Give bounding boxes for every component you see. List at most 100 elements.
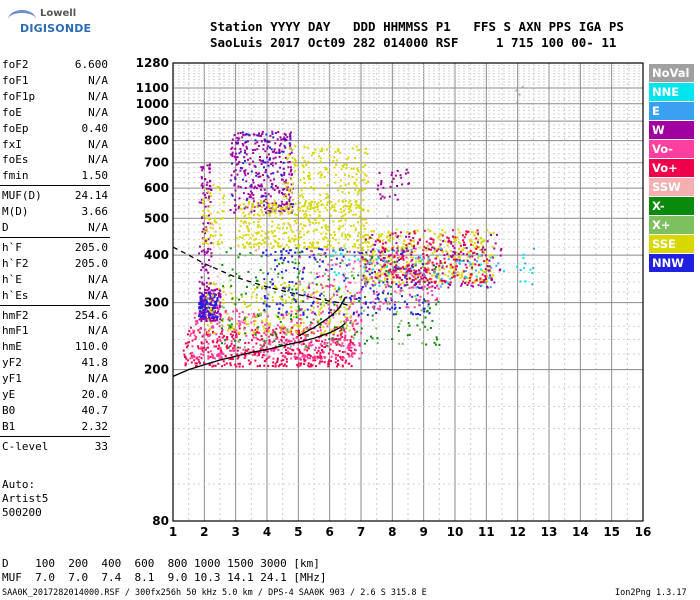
scatter-point — [317, 246, 320, 249]
scatter-point — [372, 280, 375, 283]
scatter-point — [259, 269, 262, 272]
scatter-point — [303, 202, 306, 205]
scatter-point — [284, 138, 287, 141]
scatter-point — [239, 362, 242, 365]
scatter-point — [198, 311, 201, 314]
scatter-point — [403, 274, 406, 277]
scatter-point — [243, 346, 246, 349]
scatter-point — [323, 291, 326, 293]
scatter-point — [203, 312, 206, 315]
scatter-point — [200, 320, 203, 323]
scatter-point — [275, 259, 278, 262]
scatter-point — [467, 230, 470, 233]
scatter-point — [256, 365, 259, 368]
scatter-point — [244, 133, 247, 136]
scatter-point — [348, 263, 351, 266]
scatter-point — [481, 251, 484, 254]
scatter-point — [258, 214, 261, 217]
scatter-point — [348, 304, 351, 307]
scatter-point — [358, 187, 361, 190]
scatter-point — [296, 310, 299, 313]
scatter-point — [252, 193, 255, 196]
scatter-point — [412, 275, 415, 278]
scatter-point — [297, 339, 300, 342]
scatter-point — [413, 245, 416, 248]
scatter-point — [245, 323, 248, 325]
scatter-point — [276, 359, 279, 362]
scatter-point — [456, 265, 458, 268]
scatter-point — [299, 256, 301, 259]
scatter-point — [230, 349, 233, 352]
scatter-point — [246, 349, 249, 352]
scatter-point — [377, 184, 380, 187]
scatter-point — [212, 310, 215, 313]
scatter-point — [238, 327, 241, 330]
x-tick-label: 13 — [541, 525, 558, 539]
param-name: yF1 — [2, 372, 22, 386]
scatter-point — [370, 276, 373, 278]
scatter-point — [235, 365, 238, 368]
scatter-point — [305, 163, 308, 166]
scatter-point — [197, 329, 200, 332]
scatter-point — [222, 286, 225, 289]
scatter-point — [298, 244, 301, 247]
scatter-point — [484, 248, 486, 251]
scatter-point — [208, 309, 211, 312]
scatter-point — [257, 204, 260, 207]
scatter-point — [430, 237, 433, 240]
scatter-point — [379, 251, 382, 254]
scatter-point — [486, 240, 489, 243]
scatter-point — [363, 278, 366, 281]
scatter-point — [265, 358, 268, 361]
scatter-point — [208, 217, 210, 220]
scatter-point — [299, 321, 302, 324]
scatter-point — [495, 233, 498, 236]
scatter-point — [216, 319, 219, 322]
scatter-point — [350, 335, 353, 338]
scatter-point — [274, 291, 276, 294]
scatter-point — [288, 161, 291, 163]
scatter-point — [266, 346, 268, 349]
scatter-point — [283, 136, 286, 139]
scatter-point — [294, 202, 297, 205]
scatter-point — [380, 183, 382, 186]
scatter-point — [388, 302, 391, 305]
scatter-point — [413, 269, 416, 272]
scatter-point — [217, 240, 220, 243]
scatter-point — [308, 219, 311, 222]
scatter-point — [458, 242, 461, 245]
scatter-point — [337, 149, 340, 152]
scatter-point — [332, 352, 335, 355]
scatter-point — [261, 319, 264, 322]
scatter-point — [435, 262, 438, 265]
scatter-point — [346, 339, 349, 342]
scatter-point — [211, 304, 214, 307]
scatter-point — [186, 341, 189, 344]
scatter-point — [272, 208, 275, 211]
scatter-point — [453, 237, 456, 240]
scatter-point — [264, 171, 267, 174]
scatter-point — [490, 278, 493, 281]
scatter-point — [436, 298, 439, 301]
scatter-point — [319, 323, 322, 326]
scatter-point — [389, 234, 392, 237]
scatter-point — [191, 339, 194, 342]
scatter-point — [334, 251, 337, 254]
scatter-point — [314, 359, 317, 362]
scatter-point — [408, 277, 411, 280]
scatter-point — [396, 250, 398, 253]
scatter-point — [385, 297, 388, 300]
scatter-point — [298, 206, 301, 209]
scatter-point — [400, 319, 403, 322]
scatter-point — [391, 281, 394, 284]
scatter-point — [212, 242, 215, 245]
scatter-point — [330, 329, 333, 331]
scatter-point — [377, 298, 380, 301]
scatter-point — [321, 173, 323, 176]
scatter-point — [309, 204, 312, 207]
scatter-point — [339, 151, 342, 154]
scatter-point — [201, 294, 204, 297]
scatter-point — [359, 260, 362, 263]
scatter-point — [205, 239, 207, 242]
scatter-point — [267, 272, 269, 275]
